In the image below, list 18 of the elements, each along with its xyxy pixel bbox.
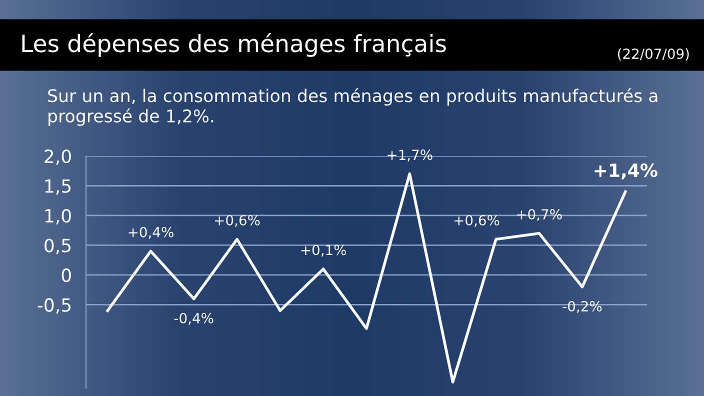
y-tick-label: 0 [62,268,71,282]
y-tick-label: 2,0 [44,149,71,165]
chart-subtitle: Sur un an, la consommation des ménages en produits manufacturés a progressé de 1,2%. [48,88,658,126]
y-tick-label: -0,5 [38,298,71,314]
text: (22/07/09) [618,48,689,61]
data-label: +1,4% [594,163,658,180]
data-label: +0,7% [517,209,562,221]
data-label: -0,2% [562,301,602,313]
data-label: +0,6% [454,214,500,227]
y-tick-label: 0,5 [44,238,71,254]
data-label: +1,7% [388,150,432,162]
data-label: +0,4% [128,226,174,239]
y-tick-label: 1,5 [45,179,71,195]
y-tick-label: 1,0 [45,208,71,224]
data-label: -0,4% [174,312,214,325]
data-label: +0,6% [215,214,260,227]
chart-title: Les dépenses des ménages français [22,33,446,57]
data-label: +0,1% [301,244,346,257]
